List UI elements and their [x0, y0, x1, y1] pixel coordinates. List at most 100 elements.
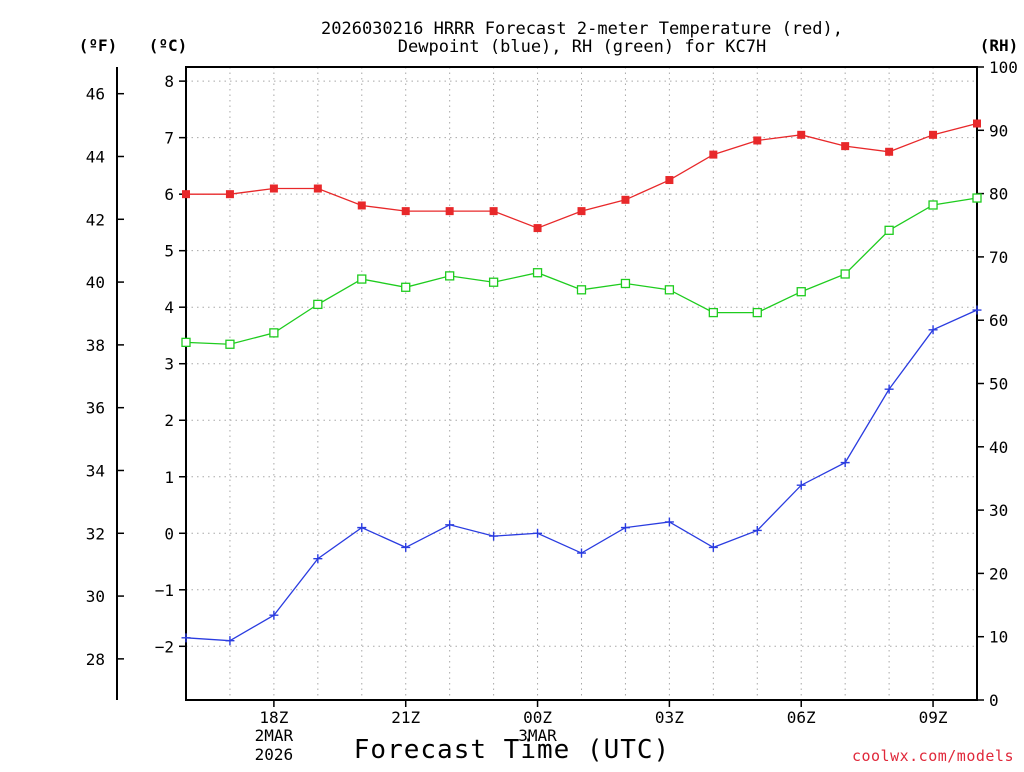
temperature-point	[709, 150, 718, 159]
dewpoint-point	[664, 517, 674, 527]
temperature-point	[445, 207, 454, 216]
dewpoint-point	[620, 523, 630, 533]
temperature-point	[841, 142, 850, 151]
fahrenheit-tick-label: 42	[86, 210, 105, 229]
celsius-tick-label: −1	[155, 581, 174, 600]
rh-point	[576, 285, 587, 295]
celsius-tick-label: 1	[164, 468, 174, 487]
fahrenheit-tick-label: 36	[86, 399, 105, 418]
dewpoint-point	[269, 610, 279, 620]
rh-unit-label: (RH)	[980, 36, 1019, 55]
temperature-point	[797, 130, 806, 139]
rh-point	[928, 200, 938, 210]
rh-point	[972, 193, 982, 203]
temperature-point	[313, 184, 322, 193]
temperature-point	[929, 130, 938, 139]
rh-point	[269, 328, 279, 338]
rh-point	[401, 282, 411, 292]
rh-point	[313, 299, 323, 310]
fahrenheit-tick-label: 46	[86, 85, 105, 104]
grid	[186, 67, 977, 700]
rh-point	[488, 277, 499, 287]
temperature-point	[973, 119, 981, 128]
rh-tick-label: 10	[989, 628, 1008, 647]
temperature-point	[621, 195, 630, 204]
rh-tick-label: 30	[989, 501, 1008, 520]
temperature-point	[489, 207, 498, 216]
x-tick-label: 18Z	[259, 708, 288, 727]
rh-point	[840, 269, 850, 279]
fahrenheit-tick-label: 32	[86, 524, 105, 543]
rh-point	[796, 287, 806, 297]
rh-point	[664, 285, 675, 295]
rh-point	[884, 225, 894, 235]
rh-point	[225, 339, 235, 349]
x-tick-label: 06Z	[787, 708, 816, 727]
temperature-point	[269, 184, 278, 193]
temperature-point	[357, 201, 366, 210]
credit-text: coolwx.com/models	[852, 747, 1014, 765]
fahrenheit-tick-label: 30	[86, 587, 105, 606]
celsius-unit-label: (ºC)	[149, 36, 188, 55]
dewpoint-point	[708, 542, 718, 552]
rh-tick-label: 60	[989, 311, 1008, 330]
dewpoint-point	[401, 542, 411, 552]
celsius-tick-label: 0	[164, 524, 174, 543]
dewpoint-point	[752, 525, 762, 535]
dewpoint-point	[796, 480, 806, 490]
x-tick-label: 00Z	[523, 708, 552, 727]
rh-point	[532, 268, 543, 278]
x-tick-year: 2026	[255, 745, 294, 764]
temperature-point	[753, 136, 762, 145]
rh-tick-label: 80	[989, 185, 1008, 204]
fahrenheit-tick-label: 28	[86, 650, 105, 669]
x-tick-date: 3MAR	[518, 726, 557, 745]
dewpoint-point	[357, 523, 367, 533]
axes: −2−1012345678283032343638404244460102030…	[86, 58, 1018, 710]
dewpoint-point	[884, 384, 894, 394]
x-tick-label: 03Z	[655, 708, 684, 727]
rh-point	[445, 271, 455, 281]
x-tick-label: 21Z	[391, 708, 420, 727]
temperature-point	[401, 207, 410, 216]
dewpoint-point	[840, 458, 850, 468]
celsius-tick-label: 4	[164, 298, 174, 317]
dewpoint-point	[181, 633, 191, 643]
dewpoint-point	[972, 305, 982, 315]
temperature-point	[665, 176, 674, 185]
temperature-point	[225, 190, 234, 199]
temperature-point	[182, 190, 190, 199]
fahrenheit-unit-label: (ºF)	[79, 36, 118, 55]
celsius-tick-label: 7	[164, 129, 174, 148]
rh-point	[708, 307, 718, 318]
celsius-tick-label: −2	[155, 637, 174, 656]
fahrenheit-tick-label: 40	[86, 273, 105, 292]
dewpoint-point	[577, 548, 586, 558]
chart-title-line2: Dewpoint (blue), RH (green) for KC7H	[398, 37, 766, 57]
series	[181, 119, 982, 646]
rh-tick-label: 0	[989, 691, 999, 710]
rh-tick-label: 50	[989, 375, 1008, 394]
x-axis-title: Forecast Time (UTC)	[354, 735, 670, 765]
chart-title-line1: 2026030216 HRRR Forecast 2-meter Tempera…	[321, 19, 843, 39]
dewpoint-point	[489, 531, 499, 541]
fahrenheit-tick-label: 34	[86, 461, 105, 480]
rh-point	[752, 307, 762, 318]
rh-point	[620, 278, 631, 289]
rh-tick-label: 90	[989, 121, 1008, 140]
x-tick-date: 2MAR	[255, 726, 294, 745]
temperature-point	[533, 224, 542, 233]
celsius-tick-label: 8	[164, 72, 174, 91]
fahrenheit-tick-label: 44	[86, 147, 105, 166]
rh-point	[181, 337, 191, 348]
celsius-tick-label: 5	[164, 242, 174, 261]
celsius-tick-label: 3	[164, 355, 174, 374]
dewpoint-point	[445, 520, 455, 530]
x-tick-label: 09Z	[919, 708, 948, 727]
temperature-point	[885, 147, 894, 156]
rh-tick-label: 70	[989, 248, 1008, 267]
dewpoint-point	[928, 325, 938, 335]
